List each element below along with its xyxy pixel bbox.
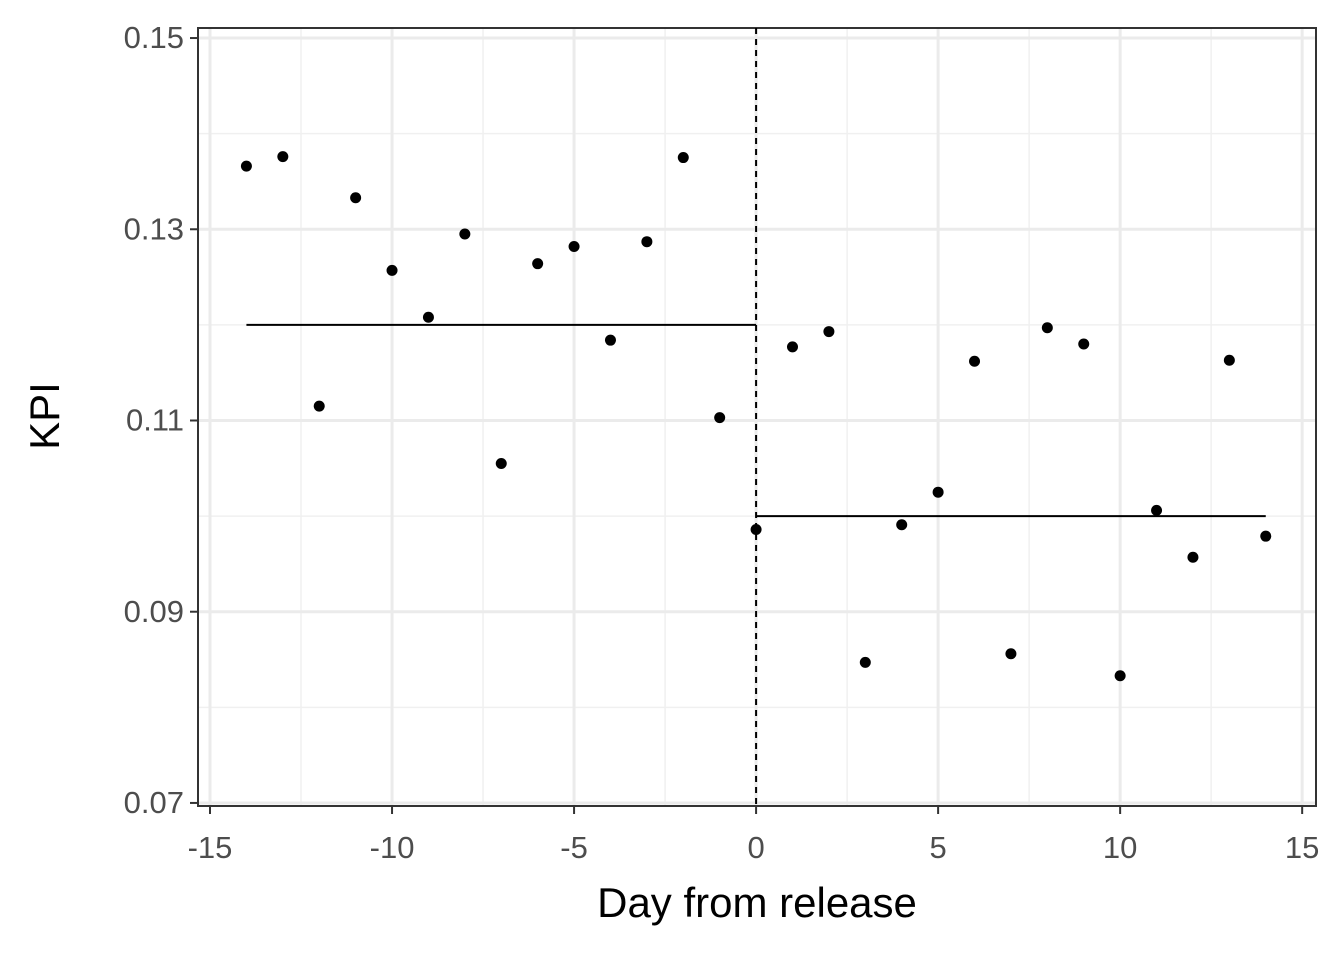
point <box>677 152 689 164</box>
point <box>386 264 398 276</box>
y-tick-label: 0.07 <box>124 785 184 820</box>
point <box>969 355 981 367</box>
point <box>1187 551 1199 563</box>
y-tick-label: 0.09 <box>124 594 184 629</box>
x-tick-label: 15 <box>1285 830 1319 865</box>
x-axis-title: Day from release <box>597 879 917 926</box>
point <box>786 341 798 353</box>
x-tick-label: 5 <box>929 830 946 865</box>
point <box>277 151 289 163</box>
point <box>1114 670 1126 682</box>
point <box>459 228 471 240</box>
y-tick-label: 0.13 <box>124 211 184 246</box>
point <box>859 656 871 668</box>
point <box>1260 530 1272 542</box>
point <box>1223 354 1235 366</box>
point <box>350 192 362 204</box>
point <box>1151 504 1163 516</box>
point <box>240 160 252 172</box>
point <box>750 523 762 535</box>
point <box>495 458 507 470</box>
y-axis-title: KPI <box>21 382 68 450</box>
point <box>641 236 653 248</box>
y-tick-label: 0.11 <box>126 403 184 438</box>
point <box>604 334 616 346</box>
y-tick-label: 0.15 <box>124 20 184 55</box>
point <box>532 258 544 270</box>
x-tick-label: 10 <box>1103 830 1137 865</box>
point <box>896 519 908 531</box>
point <box>1078 338 1090 350</box>
point <box>823 326 835 338</box>
x-tick-label: -15 <box>188 830 233 865</box>
x-tick-label: -5 <box>560 830 588 865</box>
x-tick-label: -10 <box>370 830 415 865</box>
point <box>422 311 434 323</box>
point <box>932 486 944 498</box>
point <box>313 400 325 412</box>
x-tick-label: 0 <box>747 830 764 865</box>
point <box>1041 322 1053 334</box>
point <box>1005 648 1017 660</box>
point <box>714 412 726 424</box>
point <box>568 240 580 252</box>
